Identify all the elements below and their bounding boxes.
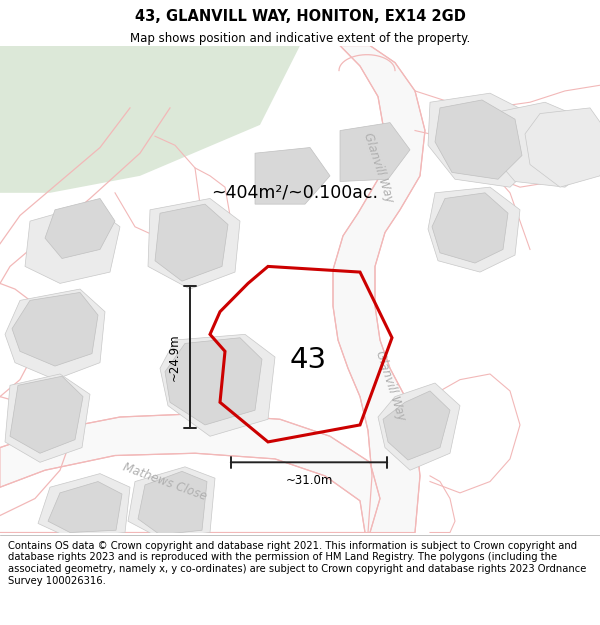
Polygon shape: [0, 46, 300, 193]
Text: ~404m²/~0.100ac.: ~404m²/~0.100ac.: [212, 184, 379, 202]
Polygon shape: [5, 374, 90, 462]
Polygon shape: [148, 199, 240, 289]
Polygon shape: [340, 122, 410, 181]
Polygon shape: [5, 289, 105, 379]
Polygon shape: [160, 334, 275, 436]
Polygon shape: [25, 204, 120, 283]
Polygon shape: [0, 414, 380, 532]
Text: 43, GLANVILL WAY, HONITON, EX14 2GD: 43, GLANVILL WAY, HONITON, EX14 2GD: [134, 9, 466, 24]
Polygon shape: [378, 383, 460, 470]
Text: Map shows position and indicative extent of the property.: Map shows position and indicative extent…: [130, 32, 470, 45]
Polygon shape: [255, 148, 330, 204]
Polygon shape: [12, 292, 98, 366]
Polygon shape: [435, 100, 522, 179]
Text: ~31.0m: ~31.0m: [286, 474, 332, 487]
Polygon shape: [333, 46, 425, 532]
Polygon shape: [38, 474, 130, 538]
Text: Contains OS data © Crown copyright and database right 2021. This information is : Contains OS data © Crown copyright and d…: [8, 541, 586, 586]
Polygon shape: [45, 199, 115, 259]
Polygon shape: [432, 193, 508, 263]
Polygon shape: [165, 338, 262, 425]
Polygon shape: [525, 108, 600, 187]
Polygon shape: [383, 391, 450, 460]
Polygon shape: [10, 376, 83, 453]
Polygon shape: [128, 467, 215, 538]
Polygon shape: [488, 102, 595, 187]
Text: Glanvill Way: Glanvill Way: [373, 349, 407, 422]
Text: Mathews Close: Mathews Close: [121, 461, 209, 503]
Polygon shape: [155, 204, 228, 281]
Polygon shape: [428, 187, 520, 272]
Polygon shape: [48, 481, 122, 532]
Text: Glanvill Way: Glanvill Way: [361, 131, 395, 204]
Text: 43: 43: [289, 346, 326, 374]
Polygon shape: [138, 471, 207, 535]
Polygon shape: [428, 93, 540, 187]
Text: ~24.9m: ~24.9m: [167, 333, 181, 381]
